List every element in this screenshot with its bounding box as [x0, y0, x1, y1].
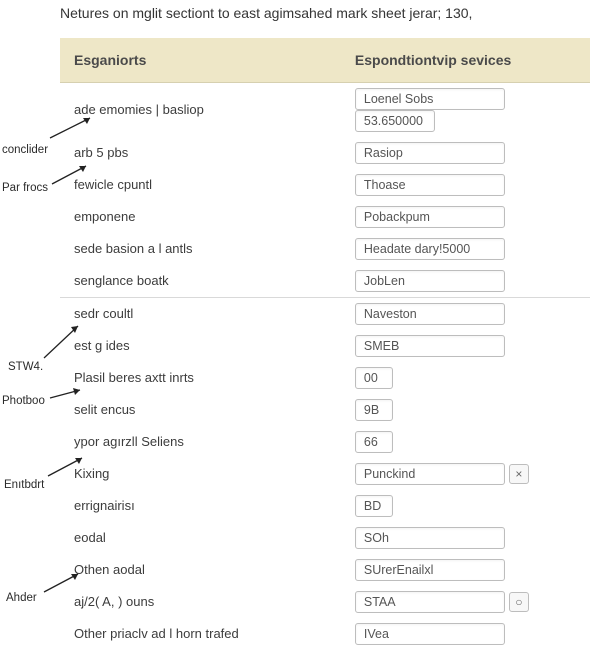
row-label: est g ides [60, 330, 341, 362]
value-field[interactable]: SOh [355, 527, 505, 549]
row-value-cell: SMEB [341, 330, 590, 362]
row-label: ade emomies | basliop [60, 82, 341, 137]
value-field-2[interactable]: 53.650000 [355, 110, 435, 132]
row-label: ypor agırzll Seliens [60, 426, 341, 458]
col-header-1: Esganiorts [60, 38, 341, 83]
row-label: eodal [60, 522, 341, 554]
value-field[interactable]: IVea [355, 623, 505, 645]
value-field[interactable]: SMEB [355, 335, 505, 357]
row-value-cell: Headate dary!5000 [341, 233, 590, 265]
row-label: errignairisı [60, 490, 341, 522]
annotation-label: Enıtbdrt [4, 479, 44, 491]
value-field[interactable]: Pobackpum [355, 206, 505, 228]
row-value-cell: BD [341, 490, 590, 522]
row-label: Othen aodal [60, 554, 341, 586]
row-label: Other priaclv ad l horn trafed [60, 618, 341, 650]
annotation-label: STW4. [8, 361, 43, 373]
annotation-label: Photboo [2, 395, 45, 407]
row-value-cell: 9B [341, 394, 590, 426]
form-table: Esganiorts Espondtiontvip sevices ade em… [60, 38, 590, 650]
value-field[interactable]: Naveston [355, 303, 505, 325]
row-value-cell: Thoase [341, 169, 590, 201]
row-label: selit encus [60, 394, 341, 426]
row-label: sede basion a l antls [60, 233, 341, 265]
annotation-label: Par frocs [2, 182, 48, 194]
value-field[interactable]: BD [355, 495, 393, 517]
clear-icon[interactable]: × [509, 464, 529, 484]
row-value-cell: STAA○ [341, 586, 590, 618]
row-label: emponene [60, 201, 341, 233]
col-header-2: Espondtiontvip sevices [341, 38, 590, 83]
annotation-label: Ahder [6, 592, 37, 604]
value-field[interactable]: SUrerEnailxl [355, 559, 505, 581]
row-value-cell: Naveston [341, 297, 590, 330]
page-intro: Netures on mglit sectiont to east agimsa… [60, 4, 590, 24]
value-field[interactable]: 66 [355, 431, 393, 453]
row-value-cell: SUrerEnailxl [341, 554, 590, 586]
annotation-label: conclider [2, 144, 48, 156]
row-value-cell: SOh [341, 522, 590, 554]
value-field[interactable]: 00 [355, 367, 393, 389]
value-field[interactable]: STAA [355, 591, 505, 613]
row-label: sedr coultl [60, 297, 341, 330]
value-field[interactable]: Thoase [355, 174, 505, 196]
row-value-cell: 00 [341, 362, 590, 394]
value-field[interactable]: Punckind [355, 463, 505, 485]
value-field[interactable]: 9B [355, 399, 393, 421]
row-label: senglance boatk [60, 265, 341, 298]
value-field[interactable]: Headate dary!5000 [355, 238, 505, 260]
row-value-cell: IVea [341, 618, 590, 650]
value-field[interactable]: Rasiop [355, 142, 505, 164]
row-value-cell: JobLen [341, 265, 590, 298]
row-value-cell: Rasiop [341, 137, 590, 169]
row-label: arb 5 pbs [60, 137, 341, 169]
circle-icon[interactable]: ○ [509, 592, 529, 612]
row-value-cell: Punckind× [341, 458, 590, 490]
row-label: Plasil beres axtt inrts [60, 362, 341, 394]
row-label: aj/2( A, ) ouns [60, 586, 341, 618]
row-value-cell: Loenel Sobs53.650000 [341, 82, 590, 137]
value-field[interactable]: Loenel Sobs [355, 88, 505, 110]
row-label: fewicle cpuntl [60, 169, 341, 201]
value-field[interactable]: JobLen [355, 270, 505, 292]
row-value-cell: Pobackpum [341, 201, 590, 233]
row-label: Kixing [60, 458, 341, 490]
row-value-cell: 66 [341, 426, 590, 458]
